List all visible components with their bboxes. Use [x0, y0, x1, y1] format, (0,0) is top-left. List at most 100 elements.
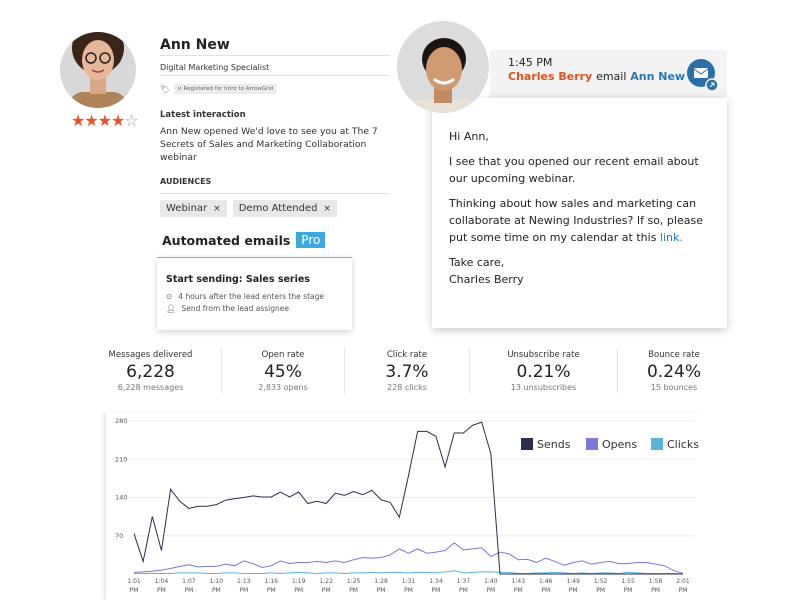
- x-tick-label: 1:37: [457, 578, 471, 585]
- x-tick-label: 1:07: [182, 578, 196, 585]
- x-tick-label: 1:34: [429, 578, 443, 585]
- x-tick-label: PM: [514, 587, 523, 594]
- x-tick-label: PM: [486, 587, 495, 594]
- x-tick-label: PM: [624, 587, 633, 594]
- audience-chips: Webinar × Demo Attended ×: [160, 200, 338, 217]
- x-tick-label: 1:16: [265, 578, 279, 585]
- legend-swatch-opens: [586, 438, 598, 450]
- x-tick-label: 1:52: [594, 578, 608, 585]
- latest-interaction-text: Ann New opened We'd love to see you at T…: [160, 126, 378, 163]
- x-tick-label: PM: [377, 587, 386, 594]
- x-tick-label: PM: [212, 587, 221, 594]
- email-header: 1:45 PM Charles Berry email Ann New: [490, 50, 727, 98]
- x-tick-label: 1:49: [566, 578, 580, 585]
- x-tick-label: PM: [404, 587, 413, 594]
- x-tick-label: 1:58: [649, 578, 663, 585]
- remove-icon[interactable]: ×: [213, 204, 221, 214]
- email-icon[interactable]: [686, 58, 722, 94]
- email-paragraph: Thinking about how sales and marketing c…: [449, 197, 703, 244]
- audience-label: Webinar: [166, 203, 208, 214]
- email-signature: Charles Berry: [449, 273, 524, 286]
- tag-row: 🏷 × Registered for Intro to ArrowGrid: [160, 84, 277, 94]
- star-filled-icon: ★: [111, 111, 125, 130]
- pro-badge: Pro: [296, 232, 326, 248]
- x-tick-label: 1:46: [539, 578, 553, 585]
- x-tick-label: PM: [679, 587, 688, 594]
- remove-icon[interactable]: ×: [323, 204, 332, 214]
- email-sender[interactable]: Charles Berry: [508, 70, 593, 83]
- x-tick-label: 1:10: [210, 578, 224, 585]
- y-tick-label: 140: [115, 494, 127, 502]
- x-tick-label: 2:01: [676, 578, 690, 585]
- contact-name: Ann New: [160, 37, 230, 53]
- legend-label-opens: Opens: [602, 438, 637, 451]
- x-tick-label: 1:22: [319, 578, 333, 585]
- legend-label-sends: Sends: [537, 438, 571, 451]
- x-tick-label: PM: [239, 587, 248, 594]
- metric-messages-delivered: Messages delivered 6,228 6,228 messages: [80, 348, 222, 394]
- automated-emails-heading: Automated emails Pro: [162, 232, 326, 248]
- email-time: 1:45 PM: [508, 56, 553, 69]
- x-tick-label: 1:19: [292, 578, 306, 585]
- star-filled-icon: ★: [71, 111, 85, 130]
- clock-icon: ⊙: [166, 292, 173, 301]
- y-tick-label: 280: [115, 417, 127, 425]
- automation-card[interactable]: Start sending: Sales series ⊙ 4 hours aft…: [157, 257, 352, 330]
- x-tick-label: PM: [596, 587, 605, 594]
- tag-chip[interactable]: × Registered for Intro to ArrowGrid: [174, 84, 277, 94]
- star-empty-icon: ☆: [124, 111, 138, 130]
- x-tick-label: PM: [432, 587, 441, 594]
- automation-timing: 4 hours after the lead enters the stage: [178, 292, 324, 301]
- x-tick-label: 1:43: [512, 578, 526, 585]
- legend-label-clicks: Clicks: [667, 438, 699, 451]
- email-body: Hi Ann, I see that you opened our recent…: [432, 98, 727, 328]
- contact-avatar: [60, 32, 136, 108]
- email-verb: email: [596, 70, 627, 83]
- automated-emails-label: Automated emails: [162, 232, 291, 248]
- x-tick-label: 1:04: [155, 578, 169, 585]
- latest-interaction-label: Latest interaction: [160, 110, 246, 120]
- automation-card-title: Start sending: Sales series: [166, 274, 310, 285]
- x-tick-label: PM: [130, 587, 139, 594]
- legend-swatch-clicks: [651, 438, 663, 450]
- contact-title: Digital Marketing Specialist: [160, 63, 270, 72]
- x-tick-label: PM: [322, 587, 331, 594]
- audience-label: Demo Attended: [238, 203, 318, 214]
- calendar-link[interactable]: link.: [659, 231, 683, 244]
- metric-bounce-rate: Bounce rate 0.24% 15 bounces: [646, 350, 701, 392]
- audience-chip[interactable]: Demo Attended ×: [232, 200, 338, 217]
- x-tick-label: 1:01: [127, 578, 141, 585]
- x-tick-label: PM: [157, 587, 166, 594]
- series-line-clicks: [134, 570, 684, 575]
- x-tick-label: PM: [267, 587, 276, 594]
- x-tick-label: 1:28: [374, 578, 388, 585]
- metric-click-rate: Click rate 3.7% 228 clicks: [345, 348, 470, 394]
- audience-chip[interactable]: Webinar ×: [160, 200, 227, 217]
- star-filled-icon: ★: [97, 111, 112, 130]
- x-tick-label: 1:40: [484, 578, 498, 585]
- sender-avatar: [397, 21, 489, 113]
- rating-stars: ★★★★☆: [71, 111, 139, 130]
- y-tick-label: 70: [115, 532, 123, 540]
- x-tick-label: PM: [541, 587, 550, 594]
- metrics-row: Messages delivered 6,228 6,228 messages Op…: [80, 348, 730, 394]
- email-signoff: Take care,: [449, 256, 505, 269]
- automation-sender: Send from the lead assignee: [181, 304, 290, 313]
- series-line-sends: [133, 421, 683, 575]
- metric-open-rate: Open rate 45% 2,833 opens: [222, 348, 345, 394]
- x-tick-label: PM: [185, 587, 194, 594]
- tag-icon: 🏷: [160, 84, 171, 94]
- email-recipient[interactable]: Ann New: [630, 70, 686, 83]
- chart-panel: [105, 413, 700, 600]
- series-line-opens: [133, 542, 684, 574]
- email-greeting: Hi Ann,: [449, 130, 489, 143]
- x-tick-label: PM: [349, 587, 358, 594]
- x-tick-label: PM: [651, 587, 660, 594]
- star-filled-icon: ★: [84, 111, 98, 130]
- x-tick-label: 1:31: [402, 578, 416, 585]
- user-icon: 👤︎: [166, 304, 176, 313]
- email-paragraph: I see that you opened our recent email a…: [449, 155, 699, 185]
- x-tick-label: PM: [294, 587, 303, 594]
- audiences-label: AUDIENCES: [160, 177, 212, 186]
